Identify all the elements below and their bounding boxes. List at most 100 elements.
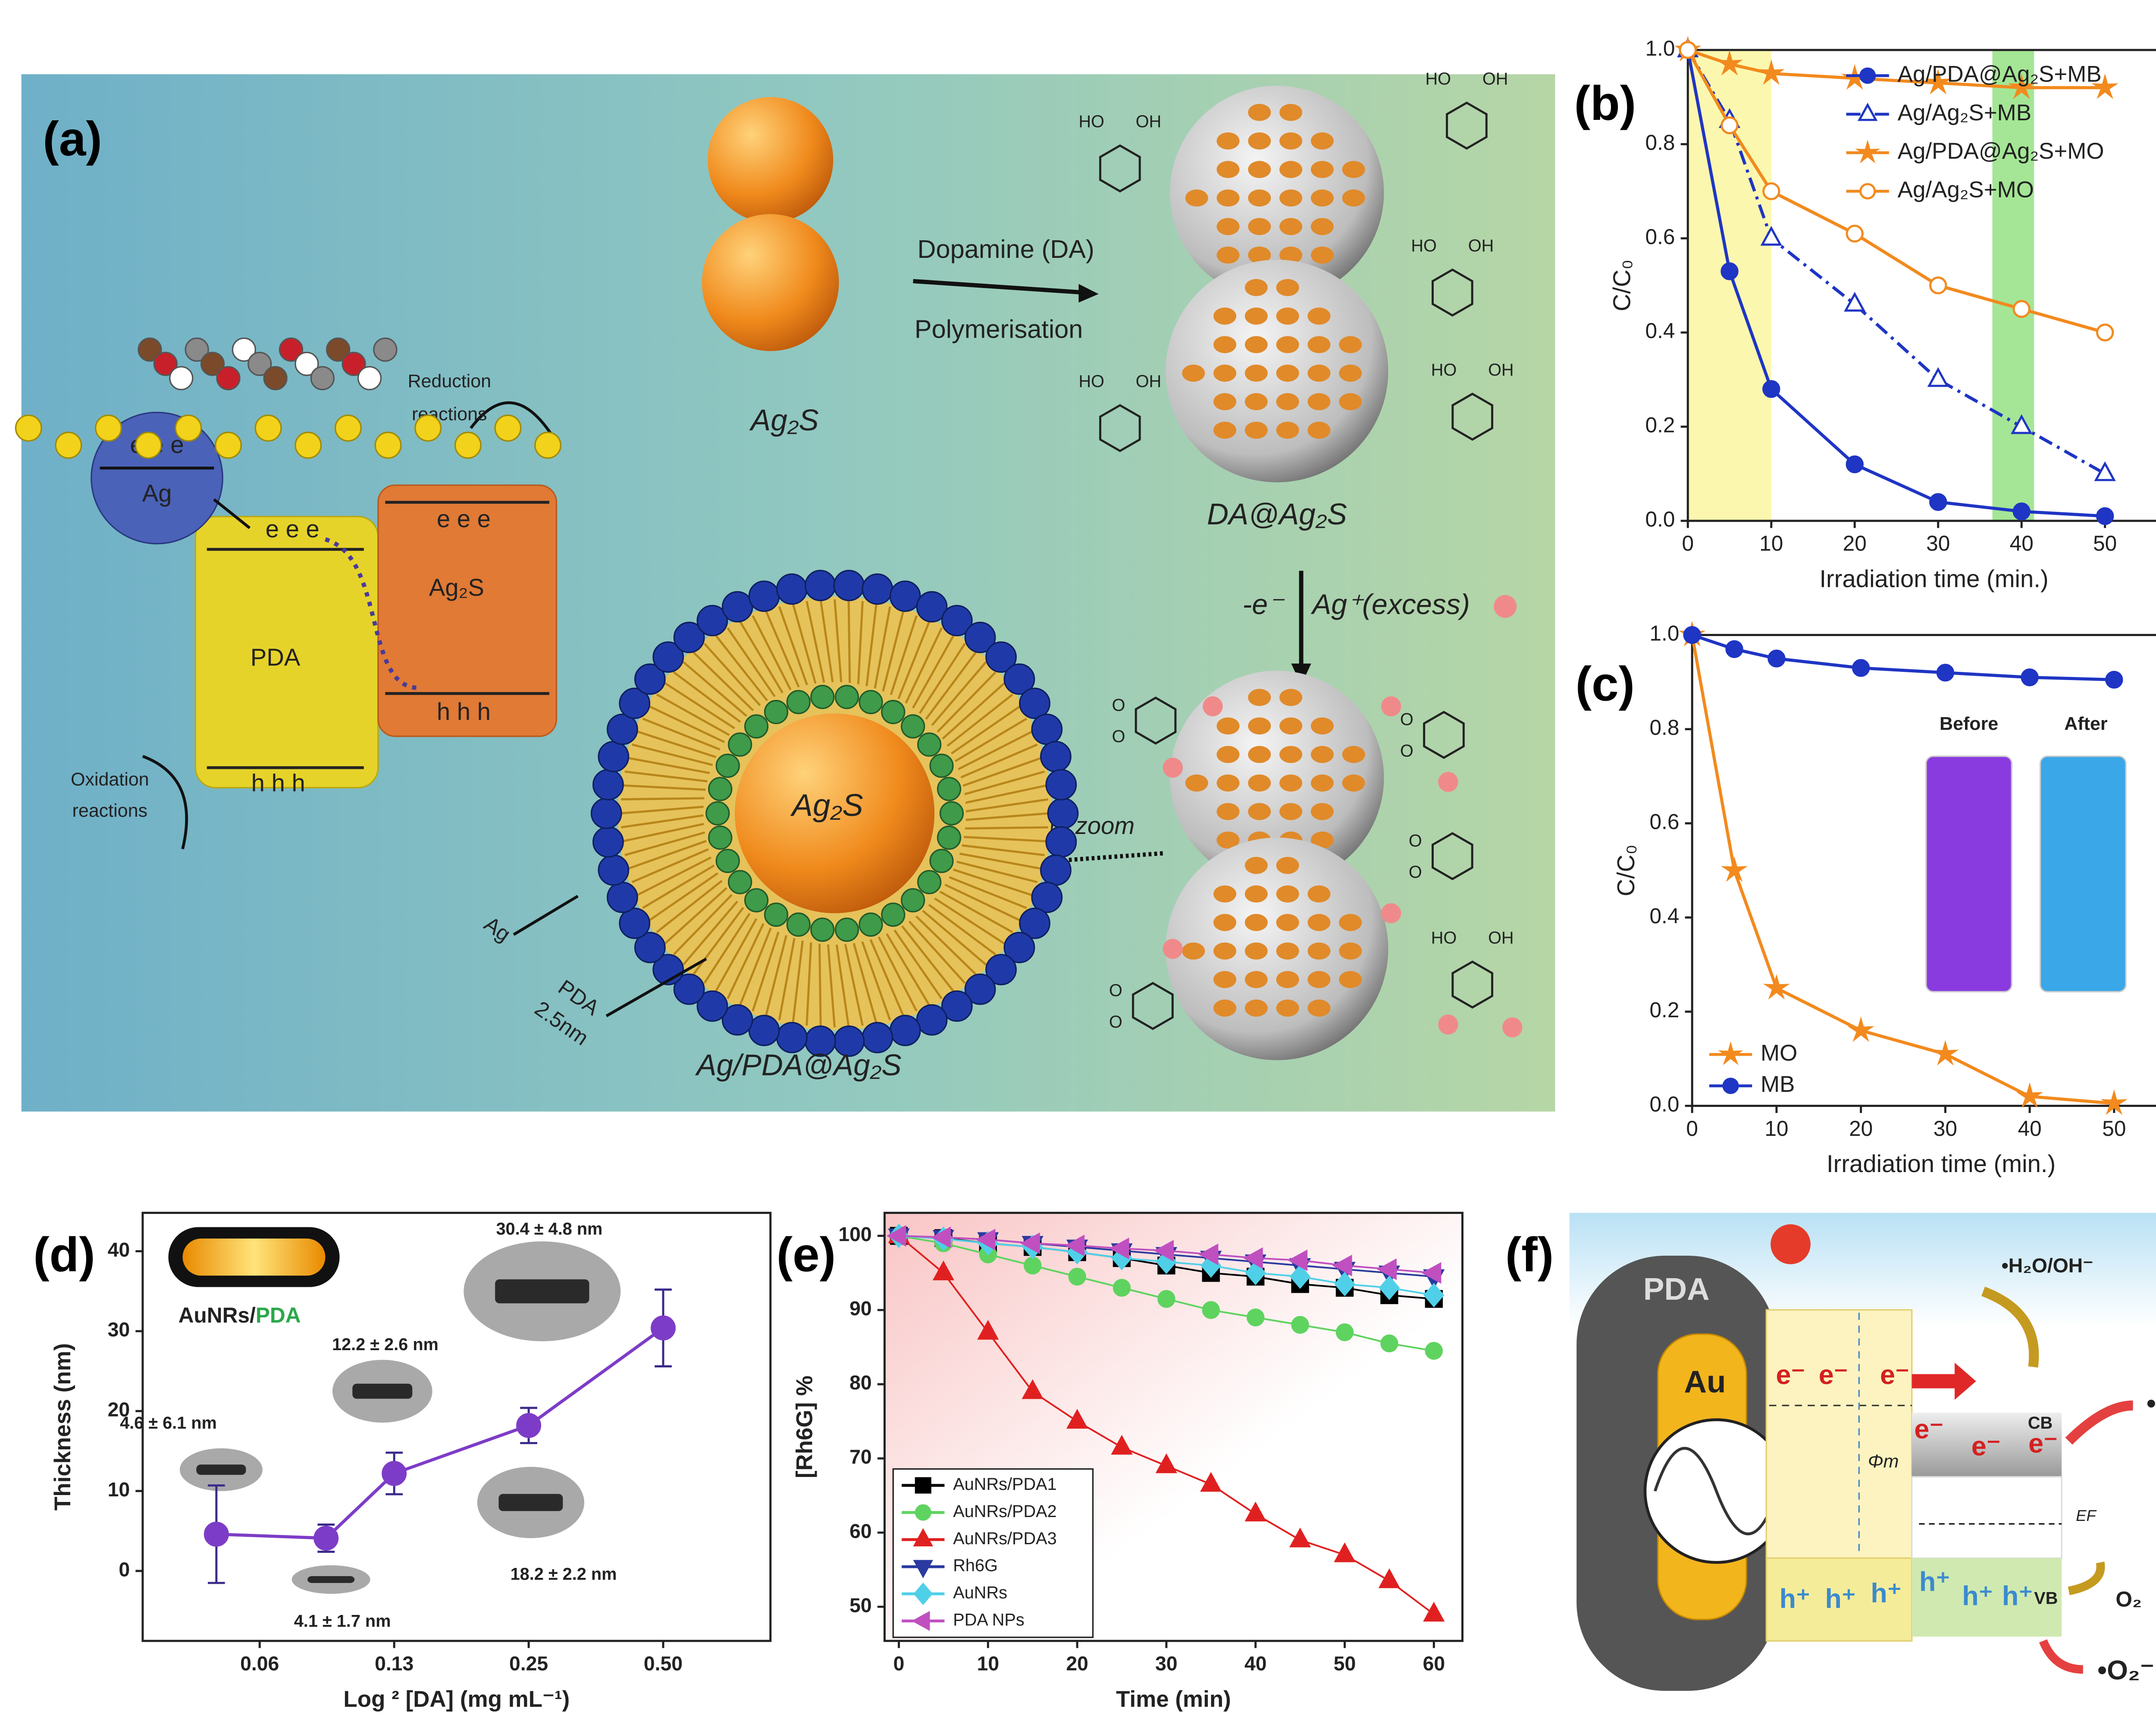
au-label: Au — [1684, 1364, 1726, 1399]
ag-atom — [592, 769, 624, 801]
marker — [1202, 1301, 1220, 1319]
cage-pore — [1307, 885, 1331, 903]
marker — [1289, 1264, 1311, 1289]
ag-atom — [1031, 881, 1063, 913]
ag-atom — [1019, 687, 1050, 719]
cage-pore — [1339, 971, 1362, 988]
lipid-tail — [703, 912, 751, 984]
x-tick-label: 0.06 — [240, 1652, 279, 1675]
marker — [915, 1504, 931, 1521]
y-tick-label: 50 — [849, 1594, 872, 1616]
inner-atom — [708, 777, 733, 801]
marker — [975, 1229, 996, 1251]
cage-pore — [1213, 885, 1237, 903]
cage-pore — [1244, 393, 1268, 411]
lipid-tail — [953, 868, 1033, 897]
pointer — [513, 895, 579, 936]
lipid-tail — [642, 864, 715, 909]
y-axis-label: Thickness (nm) — [50, 1343, 75, 1511]
marker — [1109, 1238, 1129, 1260]
inner-atom — [715, 753, 740, 778]
molecule-atom — [279, 337, 304, 362]
marker — [1200, 1472, 1222, 1492]
marker — [651, 1315, 676, 1341]
catechol-ring — [1432, 268, 1473, 317]
cage-pore — [1307, 307, 1331, 325]
cuvette-after — [2039, 756, 2127, 993]
y-tick-label: 20 — [108, 1398, 130, 1421]
marker — [1245, 1260, 1266, 1285]
lipid-tail — [954, 718, 1028, 762]
product-label: Ag/PDA@Ag₂S — [695, 1048, 901, 1082]
cage-pore — [1310, 831, 1334, 849]
ag-atom — [1045, 826, 1077, 858]
lipid-tail — [649, 705, 725, 743]
inset-label: Before — [1940, 713, 1998, 734]
ag2s-sphere — [708, 97, 834, 223]
lipid-tail — [792, 603, 817, 684]
lipid-tail — [964, 770, 1045, 796]
lipid-tail — [912, 635, 955, 709]
cage-pore — [1342, 189, 1365, 207]
marker — [1936, 664, 1955, 682]
value-label: 30.4 ± 4.8 nm — [496, 1220, 602, 1238]
cage-pore — [1307, 364, 1331, 382]
ag-ion — [1163, 758, 1183, 778]
marker — [1720, 116, 1739, 135]
lipid-tail — [908, 920, 966, 984]
cage-pore — [1248, 132, 1271, 150]
molecule-atom — [357, 366, 382, 391]
lipid-tail — [934, 897, 1005, 945]
lipid-tail — [673, 894, 733, 956]
cage-pore — [1276, 336, 1299, 354]
step-label: Ag⁺(excess) — [1310, 589, 1470, 621]
oxo-label: O — [1109, 981, 1122, 1000]
y-tick-label: 0.0 — [1645, 507, 1675, 531]
molecule-atom — [263, 366, 288, 391]
hydroxyl-label: HO — [1078, 112, 1104, 131]
marker — [204, 1521, 229, 1547]
panel-label: (f) — [1505, 1227, 1554, 1282]
cb — [1912, 1412, 2062, 1477]
cage-pore — [1182, 364, 1205, 382]
lipid-tail — [861, 941, 891, 1021]
lipid-tail — [939, 890, 1013, 934]
x-tick-label: 10 — [1759, 531, 1783, 555]
electron: e⁻ — [1819, 1360, 1848, 1390]
pda-label: PDA — [251, 644, 301, 671]
y-tick-label: 100 — [838, 1223, 871, 1245]
electron: e⁻ — [1914, 1414, 1943, 1444]
inner-atom — [728, 732, 752, 757]
marker — [1846, 455, 1864, 473]
marker — [2091, 73, 2118, 99]
ag2s-band-label: Ag₂S — [429, 574, 484, 601]
ag-atom — [634, 931, 666, 963]
sulfur-atom — [374, 432, 402, 459]
ag-atom — [673, 621, 705, 653]
marker — [913, 1582, 933, 1605]
sulfur-atom — [135, 432, 162, 459]
cage-pore — [1213, 971, 1237, 988]
y-tick-label: 0.8 — [1649, 715, 1679, 740]
lipid-tail — [656, 880, 723, 933]
marker — [915, 1477, 931, 1494]
x-tick-label: 20 — [1849, 1116, 1873, 1141]
inner-atom — [728, 870, 752, 894]
lipid-tail — [844, 944, 864, 1026]
lipid-tail — [778, 938, 796, 1020]
cage-pore — [1276, 857, 1299, 874]
lipid-tail — [865, 603, 877, 687]
cage-pore — [1276, 279, 1299, 296]
lipid-tail — [739, 928, 772, 1006]
reaction-arrow — [2065, 1400, 2134, 1445]
cage-pore — [1216, 132, 1240, 150]
x-tick-label: 0 — [1682, 531, 1694, 555]
cage-pore — [1339, 942, 1362, 960]
ag-atom — [598, 854, 630, 886]
hydroxyl-label: OH — [1468, 236, 1494, 255]
cage-pore — [1248, 246, 1271, 264]
plot-frame — [1691, 634, 2156, 1107]
heat-icon — [1771, 1224, 1811, 1264]
inset-label-part: AuNRs/ — [179, 1303, 256, 1327]
marker — [1932, 1040, 1959, 1066]
